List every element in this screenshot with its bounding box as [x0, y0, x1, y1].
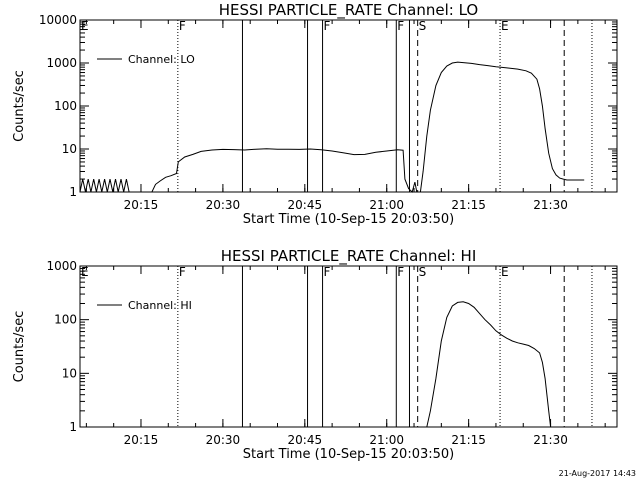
y-tick-label: 10000: [39, 13, 77, 27]
chart-panel-0: HESSI PARTICLE_RATE Channel: LO 20:15 20:3…: [12, 1, 618, 227]
chart-title: HESSI PARTICLE_RATE Channel: LO: [219, 1, 478, 20]
event-marker-label: F: [397, 265, 404, 279]
x-axis-label: Start Time (10-Sep-15 20:03:50): [243, 212, 454, 227]
event-marker-label: E: [501, 19, 509, 33]
event-marker-label: E: [81, 265, 89, 279]
chart-panel-1: HESSI PARTICLE_RATE Channel: HI 20:15 20:3…: [12, 247, 618, 462]
event-marker-label: E: [81, 19, 89, 33]
series-line: [426, 301, 552, 428]
event-marker-label: F: [179, 265, 186, 279]
x-tick-label: 20:30: [206, 198, 241, 212]
y-tick-label: 100: [54, 313, 77, 327]
plot-frame: [79, 265, 618, 428]
x-tick-label: 20:15: [124, 433, 159, 447]
x-tick-label: 20:30: [206, 433, 241, 447]
x-tick-label: 21:30: [533, 433, 568, 447]
event-marker-label: F: [397, 19, 404, 33]
legend-label: Channel: HI: [128, 299, 192, 312]
x-tick-label: 21:00: [369, 198, 404, 212]
x-tick-label: 21:15: [451, 198, 486, 212]
series-line: [79, 61, 585, 193]
x-tick-label: 21:00: [369, 433, 404, 447]
y-tick-label: 1: [69, 420, 77, 434]
x-tick-label: 20:15: [124, 198, 159, 212]
y-tick-label: 100: [54, 99, 77, 113]
y-tick-label: 1000: [46, 259, 77, 273]
plot-frame: [79, 19, 618, 193]
legend-label: Channel: LO: [128, 53, 195, 66]
x-axis-label: Start Time (10-Sep-15 20:03:50): [243, 447, 454, 462]
y-tick-label: 10: [62, 142, 77, 156]
y-tick-label: 10: [62, 366, 77, 380]
x-tick-label: 20:45: [288, 198, 323, 212]
event-marker-label: S: [419, 265, 427, 279]
event-marker-label: S: [419, 19, 427, 33]
x-tick-label: 20:45: [288, 433, 323, 447]
event-marker-label: E: [501, 265, 509, 279]
y-tick-label: 1: [69, 185, 77, 199]
x-tick-label: 21:15: [451, 433, 486, 447]
y-axis-label: Counts/sec: [12, 311, 27, 383]
event-marker-label: F: [179, 19, 186, 33]
chart-title: HESSI PARTICLE_RATE Channel: HI: [221, 247, 477, 266]
event-marker-label: F: [324, 265, 331, 279]
plot-timestamp: 21-Aug-2017 14:43: [558, 469, 636, 478]
y-axis-label: Counts/sec: [12, 70, 27, 142]
y-tick-label: 1000: [46, 56, 77, 70]
x-tick-label: 21:30: [533, 198, 568, 212]
event-marker-label: F: [324, 19, 331, 33]
